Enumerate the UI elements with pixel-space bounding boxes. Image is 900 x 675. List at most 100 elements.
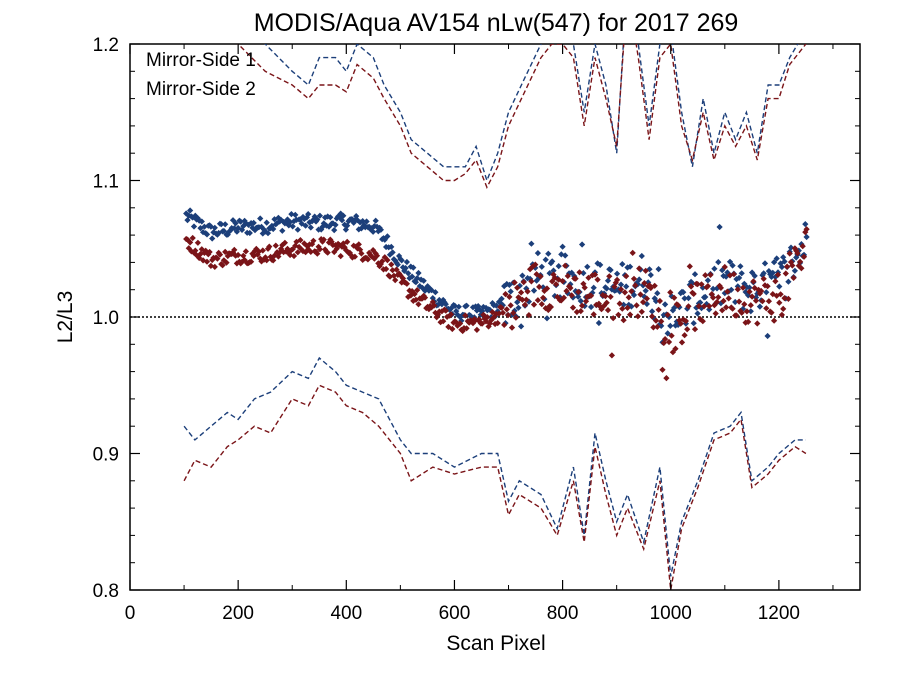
series-2-point (750, 278, 757, 285)
series-2-point (388, 261, 395, 268)
series-1-point (735, 274, 743, 282)
series-1-point (211, 224, 218, 231)
series-2-point (707, 271, 714, 279)
series-1-point (538, 263, 545, 270)
x-tick-label: 0 (125, 603, 136, 624)
series-1-point (403, 258, 411, 266)
series-2-point (414, 286, 421, 294)
tick-labels: 0 200 400 600 800 1000 1200 0.8 0.9 1.0 1.1 1.2 (93, 35, 800, 624)
series-2-lower-envelope (183, 384, 807, 590)
series-1-point (517, 323, 525, 330)
series-1-point (410, 264, 417, 271)
series-2-point (725, 295, 732, 302)
series-2-point (297, 236, 304, 244)
series-2-point (798, 265, 805, 272)
x-tick-label: 1000 (650, 603, 692, 624)
series-2-point (498, 304, 505, 311)
series-1-point (394, 261, 401, 268)
y-axis-label: L2/L3 (54, 291, 77, 344)
x-tick-label: 400 (330, 603, 362, 624)
series-1-point (584, 263, 591, 270)
series-2-point (780, 305, 787, 313)
series-2-point (411, 290, 418, 298)
x-tick-label: 600 (439, 603, 471, 624)
series-2-point (440, 318, 447, 325)
series-2-point (634, 313, 642, 320)
series-2-point (590, 311, 597, 318)
series-2-point (421, 294, 429, 301)
series-2-point (463, 325, 470, 332)
y-tick-label: 0.8 (93, 581, 119, 602)
series-1-point (737, 263, 744, 270)
series-2-point (263, 257, 270, 264)
series-1-point (761, 260, 769, 267)
series-2-point (266, 243, 273, 250)
series-2-point (456, 320, 464, 327)
series-2-point (738, 309, 745, 316)
series-1-point (726, 258, 734, 265)
series-2-point (539, 294, 547, 301)
series-2-point (320, 236, 327, 243)
series-2-point (686, 263, 693, 270)
series-2-point (717, 284, 725, 292)
series-2-point (667, 289, 674, 296)
series-2-point (430, 302, 438, 309)
series-2-point (231, 246, 238, 254)
series-1-point (209, 235, 216, 242)
series-2-point (700, 303, 708, 310)
y-tick-label: 1.1 (93, 172, 119, 193)
series-2-point (462, 312, 469, 319)
series-2-point (628, 288, 635, 295)
x-tick-label: 200 (222, 603, 254, 624)
series-2-point (607, 293, 614, 300)
series-2-point (415, 301, 422, 308)
series-2-point (473, 326, 481, 334)
series-2-point (447, 311, 455, 318)
series-1-point (420, 277, 427, 284)
series-1-point (543, 315, 551, 322)
series-2-point (189, 234, 196, 242)
series-1-point (246, 229, 253, 237)
series-2-point (659, 366, 666, 373)
series-1-point (738, 270, 745, 277)
legend-entry-mirror-side-1: Mirror-Side 1 (146, 50, 256, 71)
series-2-point (651, 282, 658, 289)
series-2-point (504, 311, 512, 319)
series-2-point (219, 262, 226, 269)
series-2-point (678, 339, 686, 346)
series-2-point (778, 311, 786, 319)
series-1-lower-envelope (183, 356, 806, 577)
series-1-point (222, 221, 229, 228)
series-1-point (498, 295, 505, 302)
series-1-point (704, 277, 712, 284)
series-2-point (528, 278, 535, 285)
series-2-point (568, 292, 575, 299)
series-2-point (698, 281, 705, 288)
series-2-point (745, 318, 752, 326)
series-2-point (606, 273, 613, 280)
series-2-point (382, 265, 390, 273)
series-1-point (405, 270, 412, 277)
series-2-point (536, 283, 543, 291)
series-2-point (777, 291, 784, 298)
series-2-point (494, 319, 501, 327)
axis-ticks (129, 43, 860, 591)
series-2-point (389, 267, 396, 274)
x-tick-label: 1200 (758, 603, 800, 624)
series-1-upper-envelope (264, 44, 799, 183)
y-tick-label: 0.9 (93, 445, 119, 466)
series-2-point (655, 306, 662, 313)
series-2-point (650, 324, 657, 331)
series-1-point (769, 269, 776, 276)
series-2-point (507, 302, 514, 309)
series-1-point (463, 302, 470, 309)
series-2-upper-envelope (236, 44, 807, 189)
series-1-point (562, 252, 569, 259)
series-1-point (747, 308, 754, 315)
series-2-point (684, 326, 691, 333)
series-1-point (515, 304, 522, 311)
series-1-point (218, 221, 225, 228)
chart-title: MODIS/Aqua AV154 nLw(547) for 2017 269 (254, 9, 739, 37)
series-2-point (503, 306, 510, 313)
